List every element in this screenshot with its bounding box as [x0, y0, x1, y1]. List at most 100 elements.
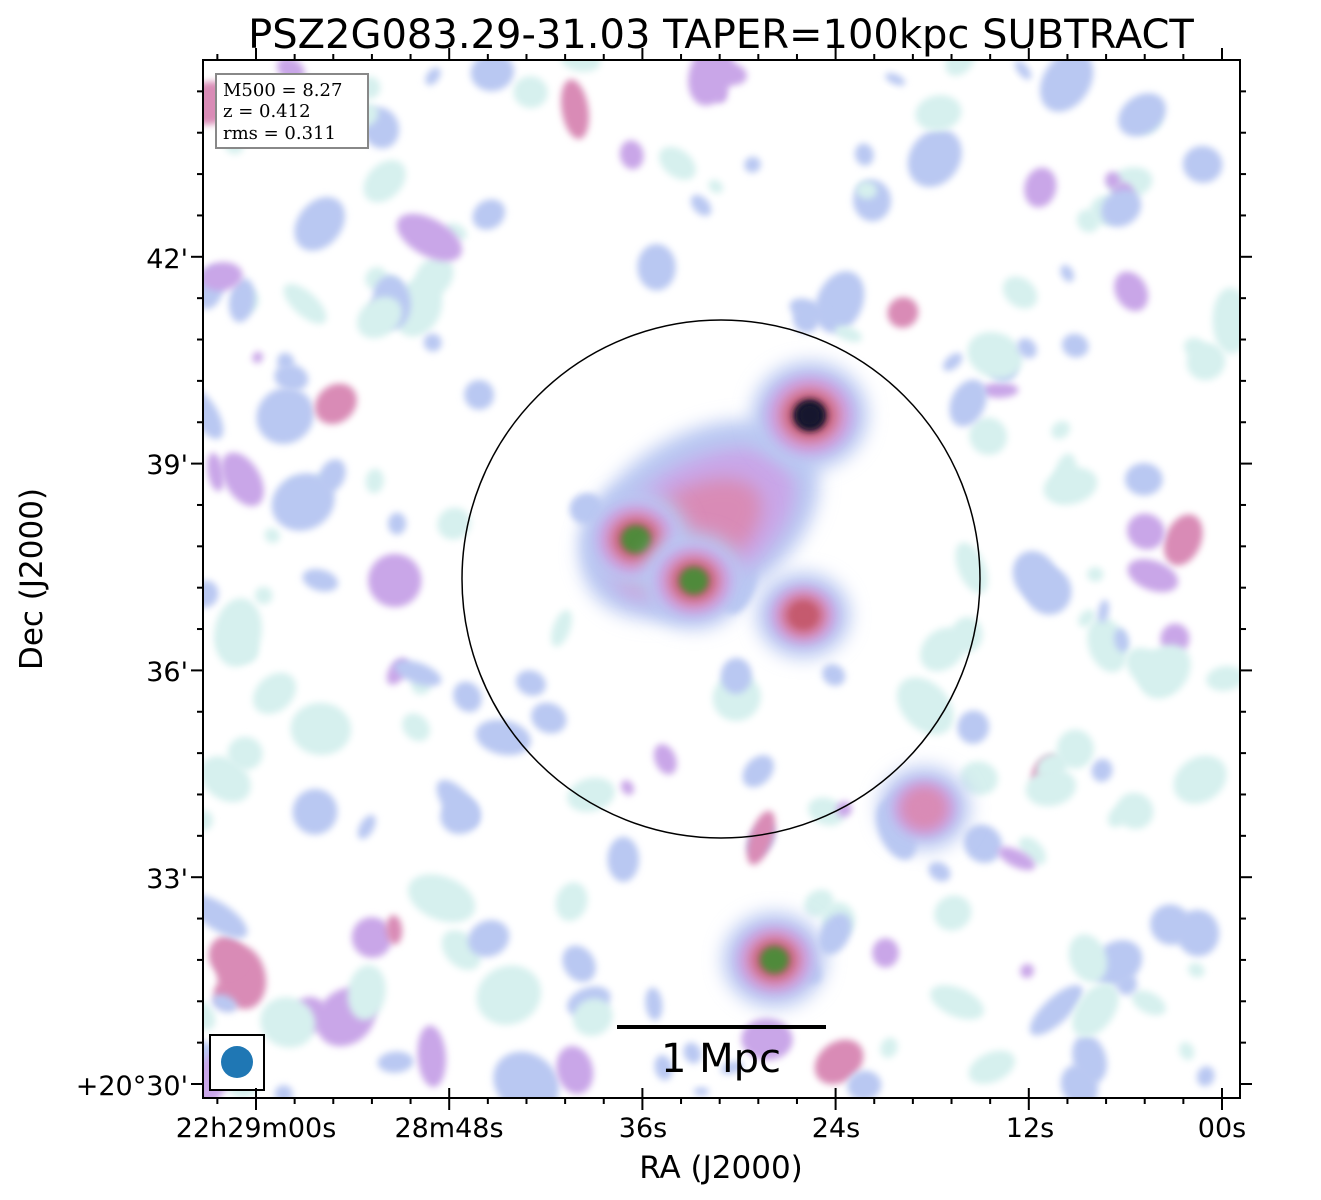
noise-blob — [1060, 1064, 1099, 1098]
noise-blob — [318, 459, 346, 493]
noise-blob — [928, 861, 951, 882]
noise-blob — [437, 507, 471, 540]
scale-bar: 1 Mpc — [617, 1025, 826, 1082]
noise-blob — [654, 1055, 673, 1081]
noise-blob — [690, 194, 712, 216]
noise-blob — [1024, 167, 1057, 208]
noise-blob — [387, 512, 407, 535]
noise-blob — [1127, 559, 1179, 593]
beam-indicator — [209, 1034, 265, 1091]
noise-blob — [1060, 264, 1074, 282]
noise-blob — [470, 60, 515, 92]
noise-blob — [949, 379, 987, 427]
info-box-frame — [215, 73, 369, 149]
noise-blob — [283, 283, 327, 324]
x-axis-label: RA (J2000) — [639, 1150, 803, 1186]
noise-layer — [203, 60, 1240, 1098]
noise-blob — [1020, 963, 1034, 979]
noise-blob — [556, 1046, 594, 1095]
x-tick-label: 36s — [619, 1113, 667, 1144]
noise-blob — [1107, 805, 1128, 828]
x-tick-label: 12s — [1006, 1113, 1054, 1144]
noise-blob — [551, 609, 572, 647]
source-core — [621, 525, 651, 554]
noise-blob — [1206, 665, 1240, 692]
noise-blob — [1131, 990, 1166, 1016]
noise-blob — [822, 664, 846, 686]
noise-blob — [271, 473, 335, 531]
noise-blob — [854, 143, 874, 166]
noise-blob — [386, 915, 403, 945]
noise-blob — [896, 677, 954, 735]
noise-blob — [365, 468, 384, 494]
noise-blob — [347, 965, 386, 1021]
x-tick-label: 28m48s — [394, 1113, 503, 1144]
noise-blob — [880, 1037, 898, 1058]
noise-blob — [959, 761, 998, 796]
noise-blob — [425, 67, 441, 86]
noise-blob — [653, 744, 677, 775]
x-tick-label: 00s — [1198, 1113, 1246, 1144]
noise-blob — [203, 387, 224, 440]
noise-blob — [915, 95, 962, 132]
y-axis-label: Dec (J2000) — [14, 488, 50, 670]
noise-blob — [1196, 1066, 1215, 1087]
source-core — [679, 567, 709, 595]
noise-blob — [658, 146, 696, 180]
noise-blob — [934, 895, 972, 931]
x-tick-labels: 22h29m00s 28m48s 36s 24s 12s 00s — [176, 1113, 1247, 1144]
noise-blob — [1097, 599, 1110, 623]
noise-blob — [645, 987, 663, 1021]
noise-blob — [1036, 752, 1069, 779]
noise-blob — [1051, 421, 1071, 439]
source-peak — [751, 361, 868, 470]
noise-blob — [1043, 467, 1098, 505]
noise-blob — [464, 379, 495, 410]
beam-ellipse — [221, 1046, 253, 1078]
noise-blob — [356, 296, 402, 339]
noise-blob — [818, 913, 852, 955]
info-box: M500 = 8.27 z = 0.412 rms = 0.311 — [215, 73, 369, 149]
noise-blob — [1116, 973, 1138, 996]
noise-blob — [1091, 758, 1113, 782]
radio-emission-map — [203, 60, 1240, 1098]
source-core — [912, 796, 937, 820]
noise-blob — [377, 1051, 414, 1073]
noise-blob — [872, 938, 899, 968]
noise-blob — [1068, 934, 1108, 983]
noise-blob — [476, 965, 542, 1025]
noise-blob — [742, 755, 774, 788]
noise-blob — [1124, 463, 1163, 496]
noise-blob — [1040, 60, 1094, 112]
compact-sources — [582, 361, 971, 1008]
noise-blob — [720, 1061, 744, 1075]
y-tick-label: +20°30' — [76, 1071, 188, 1102]
noise-blob — [1114, 271, 1149, 312]
noise-blob — [314, 383, 357, 425]
noise-blob — [968, 1050, 1016, 1084]
noise-blob — [1118, 93, 1166, 137]
noise-blob — [693, 1087, 710, 1096]
noise-blob — [368, 553, 422, 608]
noise-blob — [967, 331, 1023, 379]
noise-blob — [619, 140, 644, 170]
noise-blob — [1072, 983, 1119, 1038]
noise-blob — [513, 76, 548, 109]
noise-blob — [274, 1085, 293, 1098]
r500-circle — [461, 319, 981, 839]
noise-blob — [555, 882, 588, 922]
noise-blob — [292, 788, 338, 835]
source-core — [760, 946, 789, 974]
plot-frame — [202, 59, 1241, 1099]
noise-blob — [907, 129, 962, 188]
scale-bar-label: 1 Mpc — [661, 1036, 781, 1082]
source-core — [790, 603, 816, 628]
noise-blob — [407, 874, 476, 923]
noise-blob — [264, 528, 281, 544]
source-peak — [878, 766, 971, 851]
noise-blob — [1029, 985, 1083, 1036]
noise-blob — [744, 156, 761, 173]
noise-blob — [969, 417, 1008, 456]
noise-blob — [683, 1042, 702, 1064]
source-peak — [756, 572, 851, 659]
